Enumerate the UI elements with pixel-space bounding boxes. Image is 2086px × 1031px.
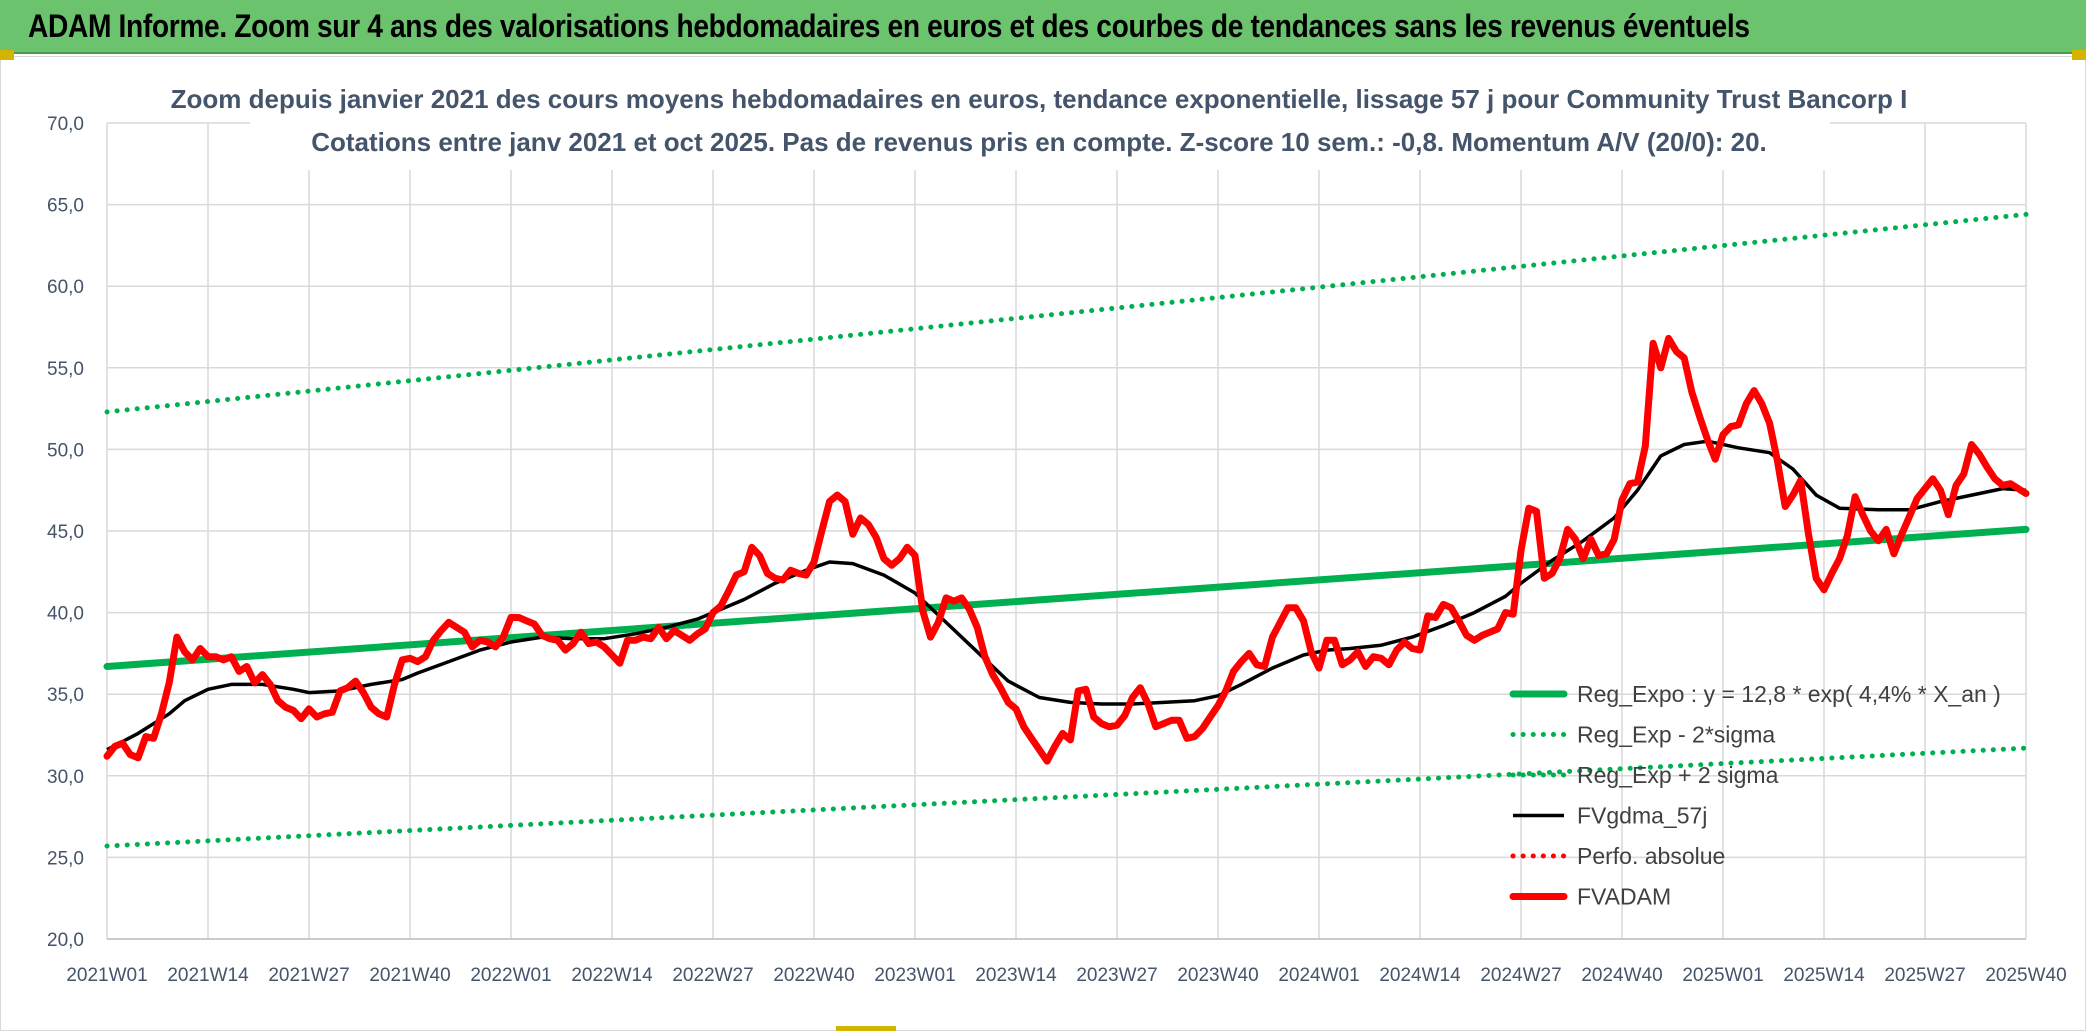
- y-tick-label: 45,0: [47, 522, 84, 543]
- legend-label: Reg_Exp - 2*sigma: [1577, 722, 1775, 748]
- x-tick-label: 2025W14: [1783, 965, 1865, 986]
- grid: [106, 122, 2027, 940]
- series-fvgdma-57j: [106, 439, 2027, 752]
- legend: Reg_Expo : y = 12,8 * exp( 4,4% * X_an )…: [1500, 672, 2001, 918]
- x-tick-label: 2022W14: [571, 965, 653, 986]
- series-reg-exp-2-sigma: [104, 745, 2029, 849]
- legend-label: FVADAM: [1577, 884, 1671, 910]
- x-tick-label: 2023W40: [1177, 965, 1258, 986]
- legend-box: [1500, 672, 1820, 918]
- y-axis-ticks: 20,0 25,0 30,0 35,0 40,0 45,0 50,0 55,0 60,0 65,0…: [47, 114, 84, 951]
- x-tick-label: 2024W40: [1581, 965, 1662, 986]
- y-tick-label: 55,0: [47, 359, 84, 380]
- y-tick-label: 35,0: [47, 685, 84, 706]
- corner-mark: [0, 50, 14, 60]
- x-tick-label: 2022W27: [672, 965, 753, 986]
- series: [103, 211, 2030, 849]
- bottom-mark: [836, 1026, 896, 1031]
- x-tick-label: 2022W01: [470, 965, 551, 986]
- legend-label: Perfo. absolue: [1577, 843, 1725, 869]
- x-tick-label: 2025W01: [1682, 965, 1763, 986]
- legend-label: FVgdma_57j: [1577, 803, 1707, 829]
- legend-label: Reg_Expo : y = 12,8 * exp( 4,4% * X_an ): [1577, 681, 2001, 707]
- banner-title: ADAM Informe. Zoom sur 4 ans des valoris…: [28, 8, 1750, 44]
- legend-label: Reg_Exp + 2 sigma: [1577, 762, 1779, 788]
- x-tick-label: 2024W27: [1480, 965, 1561, 986]
- y-tick-label: 40,0: [47, 604, 84, 625]
- x-tick-label: 2023W14: [975, 965, 1057, 986]
- y-tick-label: 50,0: [47, 440, 84, 461]
- chart-titles: Zoom depuis janvier 2021 des cours moyen…: [171, 78, 1908, 170]
- x-tick-label: 2023W01: [874, 965, 955, 986]
- series-fvadam: [103, 334, 2030, 765]
- y-tick-label: 30,0: [47, 767, 84, 788]
- chart-title: Zoom depuis janvier 2021 des cours moyen…: [171, 84, 1908, 114]
- x-tick-label: 2025W40: [1985, 965, 2066, 986]
- y-tick-label: 70,0: [47, 114, 84, 135]
- x-tick-label: 2021W14: [167, 965, 249, 986]
- x-tick-label: 2021W01: [66, 965, 147, 986]
- x-tick-label: 2024W14: [1379, 965, 1461, 986]
- banner: ADAM Informe. Zoom sur 4 ans des valoris…: [0, 0, 2086, 54]
- chart-subtitle: Cotations entre janv 2021 et oct 2025. P…: [311, 127, 1767, 157]
- x-tick-label: 2021W40: [369, 965, 450, 986]
- x-tick-label: 2025W27: [1884, 965, 1965, 986]
- y-tick-label: 20,0: [47, 930, 84, 951]
- x-tick-label: 2022W40: [773, 965, 854, 986]
- x-tick-label: 2023W27: [1076, 965, 1157, 986]
- y-tick-label: 25,0: [47, 848, 84, 869]
- x-tick-label: 2021W27: [268, 965, 349, 986]
- x-axis-ticks: 2021W01 2021W14 2021W27 2021W40 2022W01 2022W…: [66, 965, 2066, 986]
- y-tick-label: 65,0: [47, 196, 84, 217]
- title-background: [250, 78, 1830, 170]
- series-reg-exp-2-sigma: [104, 211, 2029, 415]
- y-tick-label: 60,0: [47, 277, 84, 298]
- series-reg-expo-y-12-8-exp-4-4-x-an: [103, 525, 2030, 670]
- corner-mark: [2072, 50, 2086, 60]
- x-tick-label: 2024W01: [1278, 965, 1359, 986]
